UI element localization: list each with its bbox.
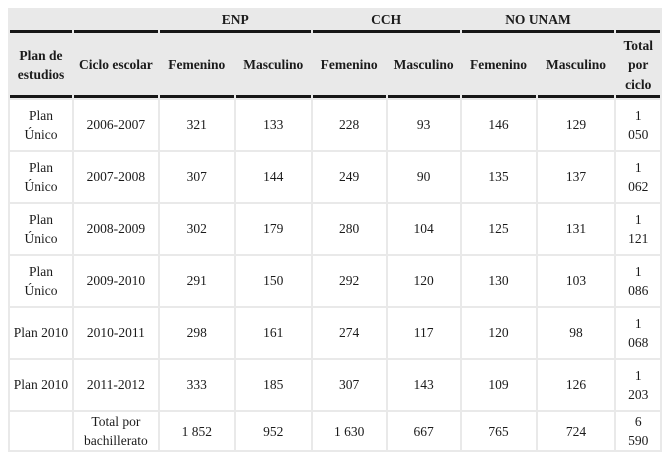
cell-total: 1 062: [616, 152, 660, 202]
cell-total: 1 050: [616, 100, 660, 150]
cell-value: 321: [159, 100, 234, 150]
cell-total-value: 1 852: [159, 412, 234, 451]
table-row: Plan Único 2006-2007 321 133 228 93 146 …: [10, 100, 660, 150]
cell-value: 130: [461, 256, 536, 306]
cell-value: 143: [387, 360, 460, 410]
column-header-ciclo: Ciclo escolar: [73, 35, 158, 98]
group-header-spacer-plan: [10, 10, 72, 33]
cell-value: 103: [537, 256, 615, 306]
group-header-enp: ENP: [159, 10, 311, 33]
table-row: Plan 2010 2010-2011 298 161 274 117 120 …: [10, 308, 660, 358]
cell-value: 292: [312, 256, 386, 306]
column-header-femenino-cch: Femenino: [312, 35, 386, 98]
column-header-total: Total por ciclo: [616, 35, 660, 98]
cell-total: 1 121: [616, 204, 660, 254]
cell-grand-total: 6 590: [616, 412, 660, 451]
group-header-cch: CCH: [312, 10, 460, 33]
cell-ciclo: 2011-2012: [73, 360, 158, 410]
cell-value: 307: [312, 360, 386, 410]
cell-ciclo: 2008-2009: [73, 204, 158, 254]
cell-value: 302: [159, 204, 234, 254]
cell-value: 274: [312, 308, 386, 358]
column-header-femenino-no-unam: Femenino: [461, 35, 536, 98]
cell-plan: Plan Único: [10, 152, 72, 202]
cell-ciclo: 2009-2010: [73, 256, 158, 306]
cell-value: 179: [235, 204, 311, 254]
cell-plan: Plan Único: [10, 100, 72, 150]
enrollment-table-container: ENP CCH NO UNAM Plan de estudios Ciclo e…: [8, 8, 662, 453]
table-total-row: Total por bachillerato 1 852 952 1 630 6…: [10, 412, 660, 451]
cell-plan: Plan 2010: [10, 308, 72, 358]
cell-value: 90: [387, 152, 460, 202]
cell-value: 137: [537, 152, 615, 202]
column-header-masculino-no-unam: Masculino: [537, 35, 615, 98]
column-header-masculino-cch: Masculino: [387, 35, 460, 98]
cell-value: 150: [235, 256, 311, 306]
cell-ciclo: 2006-2007: [73, 100, 158, 150]
cell-ciclo: 2010-2011: [73, 308, 158, 358]
cell-value: 249: [312, 152, 386, 202]
cell-total-label: Total por bachillerato: [73, 412, 158, 451]
enrollment-table: ENP CCH NO UNAM Plan de estudios Ciclo e…: [8, 8, 662, 453]
cell-value: 333: [159, 360, 234, 410]
group-header-spacer-ciclo: [73, 10, 158, 33]
cell-value: 109: [461, 360, 536, 410]
cell-value: 228: [312, 100, 386, 150]
group-header-row: ENP CCH NO UNAM: [10, 10, 660, 33]
table-row: Plan Único 2009-2010 291 150 292 120 130…: [10, 256, 660, 306]
cell-value: 126: [537, 360, 615, 410]
cell-total-value: 667: [387, 412, 460, 451]
column-header-femenino-enp: Femenino: [159, 35, 234, 98]
cell-value: 98: [537, 308, 615, 358]
cell-value: 135: [461, 152, 536, 202]
cell-value: 120: [461, 308, 536, 358]
cell-total-value: 1 630: [312, 412, 386, 451]
cell-value: 131: [537, 204, 615, 254]
group-header-spacer-total: [616, 10, 660, 33]
group-header-no-unam: NO UNAM: [461, 10, 615, 33]
cell-value: 120: [387, 256, 460, 306]
cell-plan: Plan Único: [10, 256, 72, 306]
cell-value: 144: [235, 152, 311, 202]
cell-total-value: 765: [461, 412, 536, 451]
cell-value: 117: [387, 308, 460, 358]
cell-plan-empty: [10, 412, 72, 451]
cell-total: 1 203: [616, 360, 660, 410]
cell-plan: Plan 2010: [10, 360, 72, 410]
table-row: Plan Único 2008-2009 302 179 280 104 125…: [10, 204, 660, 254]
cell-total: 1 086: [616, 256, 660, 306]
table-row: Plan Único 2007-2008 307 144 249 90 135 …: [10, 152, 660, 202]
cell-value: 161: [235, 308, 311, 358]
cell-value: 125: [461, 204, 536, 254]
cell-total: 1 068: [616, 308, 660, 358]
cell-value: 185: [235, 360, 311, 410]
cell-plan: Plan Único: [10, 204, 72, 254]
table-row: Plan 2010 2011-2012 333 185 307 143 109 …: [10, 360, 660, 410]
cell-value: 291: [159, 256, 234, 306]
cell-value: 146: [461, 100, 536, 150]
cell-value: 129: [537, 100, 615, 150]
cell-total-value: 952: [235, 412, 311, 451]
cell-value: 307: [159, 152, 234, 202]
cell-value: 104: [387, 204, 460, 254]
cell-value: 93: [387, 100, 460, 150]
cell-value: 133: [235, 100, 311, 150]
cell-ciclo: 2007-2008: [73, 152, 158, 202]
column-header-row: Plan de estudios Ciclo escolar Femenino …: [10, 35, 660, 98]
cell-value: 298: [159, 308, 234, 358]
column-header-plan: Plan de estudios: [10, 35, 72, 98]
cell-value: 280: [312, 204, 386, 254]
cell-total-value: 724: [537, 412, 615, 451]
column-header-masculino-enp: Masculino: [235, 35, 311, 98]
